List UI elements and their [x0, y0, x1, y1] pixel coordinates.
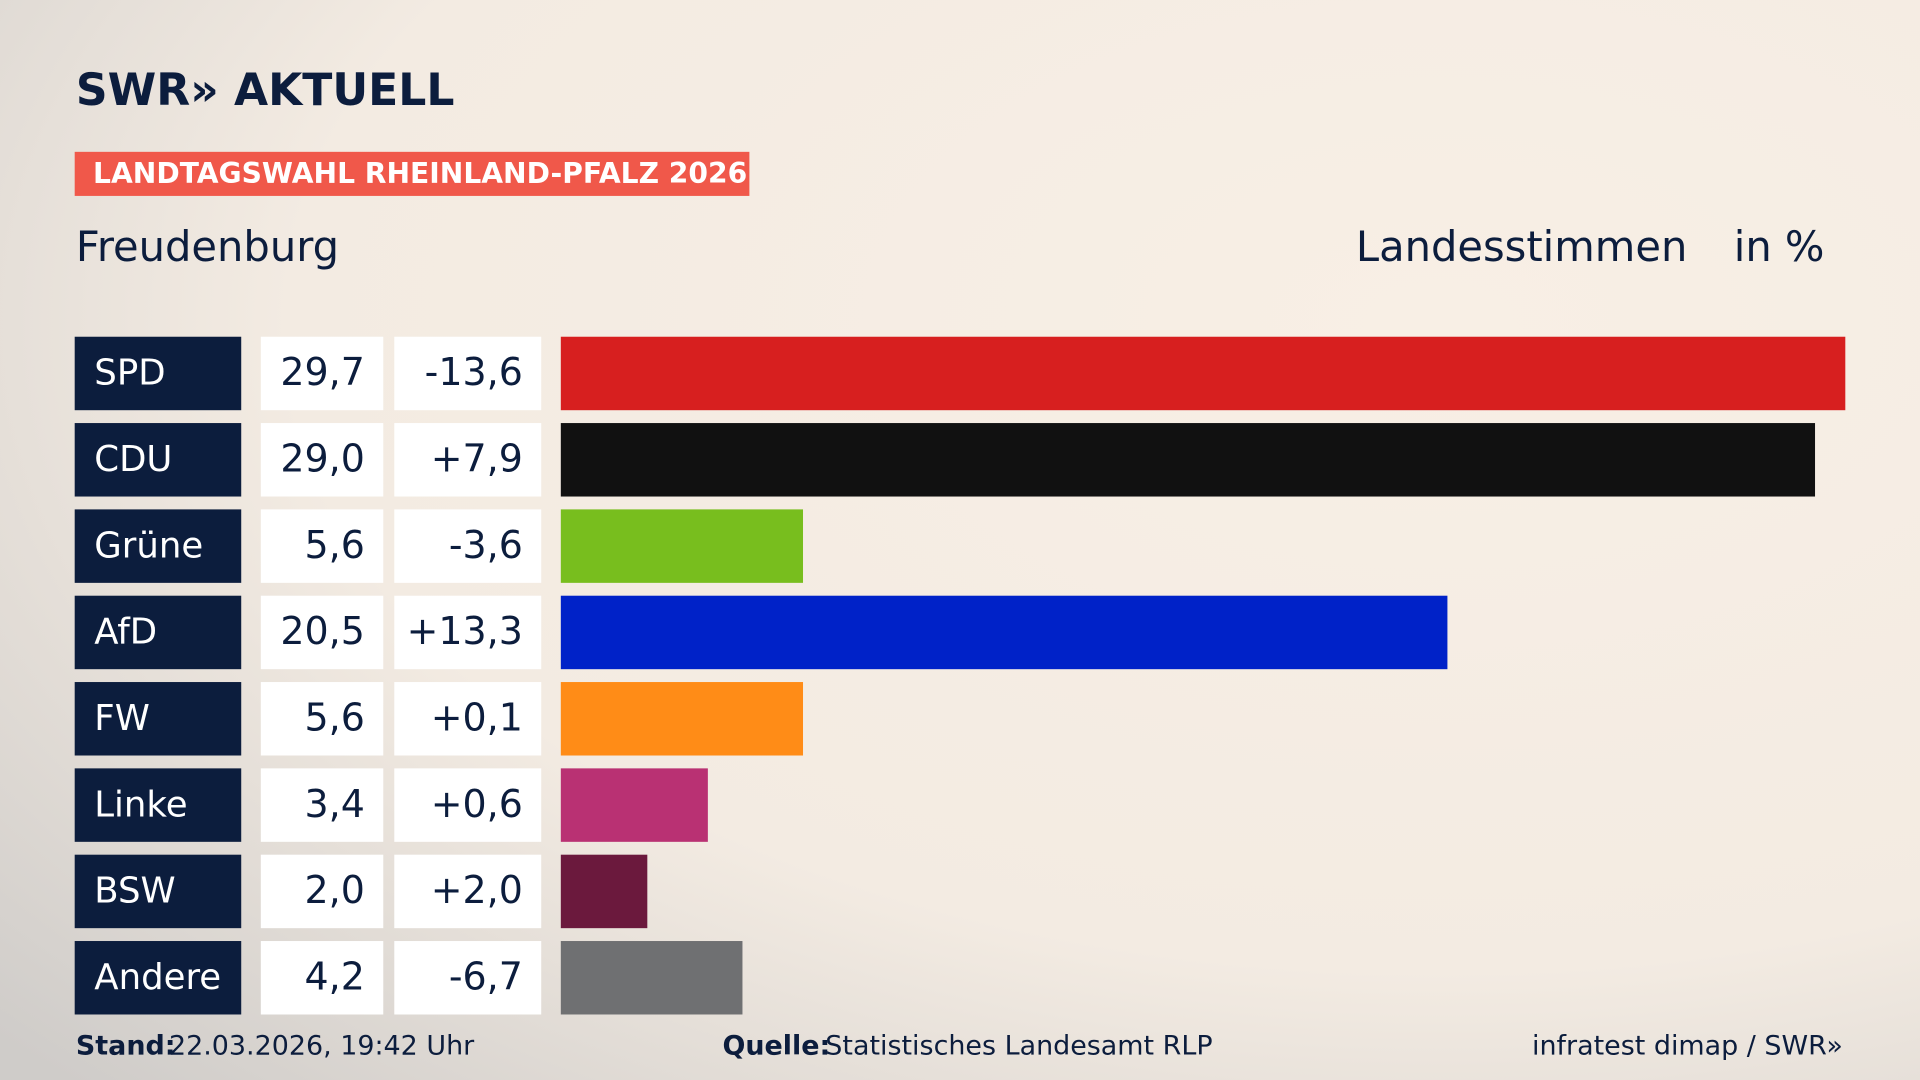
party-label: SPD — [94, 353, 165, 394]
party-box — [74, 423, 242, 497]
subtitle: Landesstimmen — [1356, 222, 1687, 271]
value-box — [260, 595, 384, 670]
change-box — [394, 854, 542, 929]
banner-bg — [74, 151, 750, 196]
party-box — [74, 768, 242, 842]
change-label: +7,9 — [431, 437, 523, 481]
brand: SWR» AKTUELL — [76, 65, 455, 116]
party-label: Grüne — [94, 525, 203, 566]
unit: in % — [1734, 222, 1825, 271]
value-box — [260, 336, 384, 411]
value-box — [260, 941, 384, 1015]
stand-label: Stand: — [76, 1030, 176, 1061]
party-box — [74, 854, 242, 929]
party-box — [74, 941, 242, 1015]
value-box — [260, 854, 384, 929]
change-box — [394, 941, 542, 1015]
party-box — [74, 682, 242, 756]
party-box — [74, 336, 242, 411]
value-label: 29,7 — [280, 350, 364, 394]
party-label: FW — [94, 698, 150, 739]
rows: SPD 29,7 -13,6 CDU 29,0 +7,9 Grüne 5,6 -3,6 AfD 20… — [74, 336, 1846, 1015]
value-label: 5,6 — [305, 695, 365, 739]
party-label: CDU — [94, 439, 172, 480]
bar — [560, 336, 1846, 411]
change-box — [394, 682, 542, 756]
value-label: 29,0 — [280, 437, 364, 481]
change-box — [394, 423, 542, 497]
bar — [560, 768, 708, 842]
party-box — [74, 595, 242, 670]
change-label: -13,6 — [425, 350, 523, 394]
value-box — [260, 509, 384, 583]
title: Freudenburg — [76, 222, 339, 271]
stand: 22.03.2026, 19:42 Uhr — [169, 1030, 475, 1061]
party-label: AfD — [94, 612, 157, 653]
change-label: +0,6 — [431, 782, 523, 826]
banner: LANDTAGSWAHL RHEINLAND-PFALZ 2026 — [93, 157, 747, 190]
bar — [560, 595, 1448, 670]
bar — [560, 682, 804, 756]
bar — [560, 854, 648, 929]
change-box — [394, 336, 542, 411]
value-box — [260, 423, 384, 497]
source-label: Quelle: — [722, 1030, 830, 1061]
source: Statistisches Landesamt RLP — [825, 1030, 1212, 1061]
party-label: BSW — [94, 871, 175, 912]
credit: infratest dimap / SWR» — [1532, 1030, 1843, 1061]
bar — [560, 423, 1816, 497]
change-label: +13,3 — [407, 609, 523, 653]
bar — [560, 509, 804, 583]
change-label: -3,6 — [449, 523, 523, 567]
change-box — [394, 768, 542, 842]
party-label: Andere — [94, 957, 221, 998]
value-box — [260, 682, 384, 756]
value-label: 4,2 — [305, 954, 365, 998]
bar — [560, 941, 743, 1015]
change-box — [394, 509, 542, 583]
change-box — [394, 595, 542, 670]
value-label: 20,5 — [280, 609, 364, 653]
change-label: -6,7 — [449, 954, 523, 998]
party-label: Linke — [94, 784, 187, 825]
value-box — [260, 768, 384, 842]
party-box — [74, 509, 242, 583]
change-label: +0,1 — [431, 695, 523, 739]
value-label: 2,0 — [305, 868, 365, 912]
change-label: +2,0 — [431, 868, 523, 912]
value-label: 5,6 — [305, 523, 365, 567]
value-label: 3,4 — [305, 782, 365, 826]
